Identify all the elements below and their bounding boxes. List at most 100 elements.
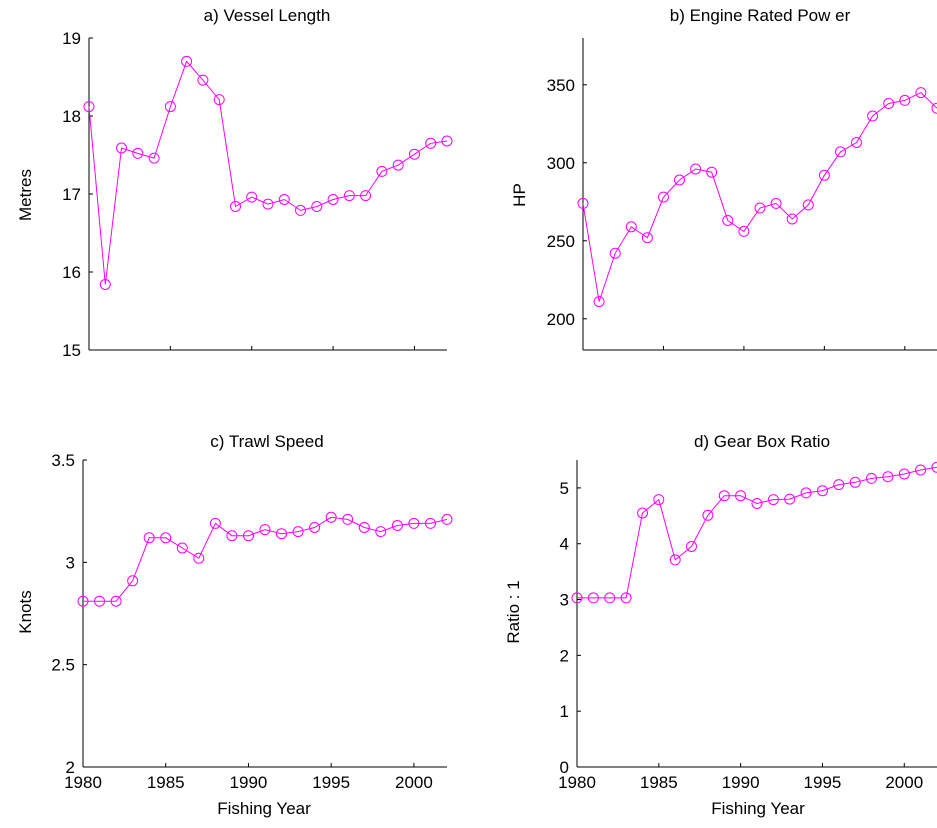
data-point — [738, 225, 750, 237]
y-tick-label: 15 — [62, 341, 81, 360]
data-point — [441, 513, 453, 525]
y-axis-label: Ratio : 1 — [504, 580, 523, 643]
y-tick-label: 4 — [560, 535, 569, 554]
data-point — [577, 197, 589, 209]
x-tick-label: 2000 — [885, 773, 923, 792]
data-point — [669, 554, 681, 566]
data-point — [800, 487, 812, 499]
data-point — [327, 194, 339, 205]
data-point — [110, 595, 122, 607]
data-point — [342, 513, 354, 525]
series-line — [83, 516, 448, 602]
data-point — [408, 517, 420, 529]
panel-gear-box-ratio: d) Gear Box Ratio Ratio : 1 Fishing Year… — [504, 432, 937, 818]
data-point — [409, 148, 420, 160]
y-tick-label: 2 — [66, 758, 75, 777]
y-tick-label: 2.5 — [51, 656, 75, 675]
data-point — [818, 169, 830, 181]
y-tick-label: 250 — [547, 232, 575, 251]
y-tick-label: 3.5 — [51, 451, 75, 470]
x-tick-label: 1990 — [230, 773, 268, 792]
data-point — [262, 198, 274, 210]
data-point — [132, 147, 144, 159]
data-point — [148, 152, 160, 164]
data-point — [571, 592, 583, 604]
data-point — [116, 142, 127, 154]
data-point — [358, 522, 370, 533]
data-point — [931, 102, 937, 114]
data-point — [898, 468, 910, 480]
y-tick-label: 3 — [560, 591, 569, 610]
data-point — [343, 190, 355, 202]
chart-title: b) Engine Rated Pow er — [670, 6, 851, 25]
x-tick-label: 1980 — [64, 773, 102, 792]
data-point — [718, 490, 730, 502]
data-point — [213, 94, 225, 106]
data-point — [243, 530, 254, 542]
x-axis-label: Fishing Year — [217, 799, 311, 818]
y-tick-label: 18 — [62, 107, 81, 126]
x-tick-label: 1985 — [147, 773, 185, 792]
data-point — [392, 159, 404, 171]
y-tick-label: 200 — [547, 310, 575, 329]
data-point — [690, 163, 702, 175]
data-point — [143, 532, 155, 544]
data-point — [311, 201, 323, 212]
data-point — [391, 520, 403, 531]
data-point — [735, 490, 747, 502]
data-point — [899, 94, 911, 106]
x-tick-label: 1995 — [804, 773, 842, 792]
data-point — [931, 461, 937, 473]
series-line — [88, 60, 448, 285]
y-tick-label: 1 — [560, 702, 569, 721]
data-point — [625, 221, 637, 233]
x-tick-label: 2000 — [395, 773, 433, 792]
data-point — [849, 476, 861, 488]
data-point — [770, 197, 782, 209]
data-point — [209, 517, 221, 529]
data-point — [784, 493, 796, 505]
data-point — [722, 215, 734, 226]
data-point — [702, 509, 714, 521]
chart-title: d) Gear Box Ratio — [694, 432, 830, 451]
data-point — [226, 530, 238, 542]
data-point — [425, 517, 436, 529]
data-point — [325, 511, 337, 523]
data-point — [604, 592, 616, 604]
y-tick-label: 17 — [62, 185, 81, 204]
y-tick-label: 16 — [62, 263, 81, 282]
y-tick-label: 300 — [547, 154, 575, 173]
data-point — [653, 494, 665, 506]
x-axis-label: Fishing Year — [711, 799, 805, 818]
data-point — [276, 528, 287, 540]
data-point — [686, 541, 697, 552]
x-tick-label: 1995 — [312, 773, 350, 792]
data-point — [754, 202, 766, 214]
data-point — [278, 194, 290, 205]
y-axis-label: HP — [510, 183, 529, 207]
panel-trawl-speed: c) Trawl Speed Knots Fishing Year 2 2.5 3 3… — [16, 432, 453, 818]
data-point — [674, 174, 685, 186]
data-point — [441, 135, 453, 147]
data-point — [376, 165, 388, 177]
data-point — [867, 110, 879, 122]
data-point — [883, 98, 895, 109]
x-tick-label: 1985 — [640, 773, 678, 792]
data-point — [309, 522, 321, 533]
data-point — [866, 472, 877, 484]
chart-title: a) Vessel Length — [204, 6, 331, 25]
data-point — [295, 204, 306, 216]
data-point — [259, 524, 271, 536]
y-axis-label: Knots — [16, 590, 35, 633]
data-point — [751, 498, 763, 509]
data-point — [802, 199, 814, 211]
data-point — [706, 166, 718, 178]
panel-vessel-length: a) Vessel Length Metres 15 16 17 18 19 — [16, 6, 453, 360]
y-tick-label: 5 — [560, 479, 569, 498]
data-point — [176, 542, 188, 554]
x-tick-label: 1980 — [558, 773, 596, 792]
data-point — [425, 137, 437, 149]
chart-title: c) Trawl Speed — [210, 432, 323, 451]
data-point — [99, 279, 111, 290]
data-point — [94, 595, 105, 607]
